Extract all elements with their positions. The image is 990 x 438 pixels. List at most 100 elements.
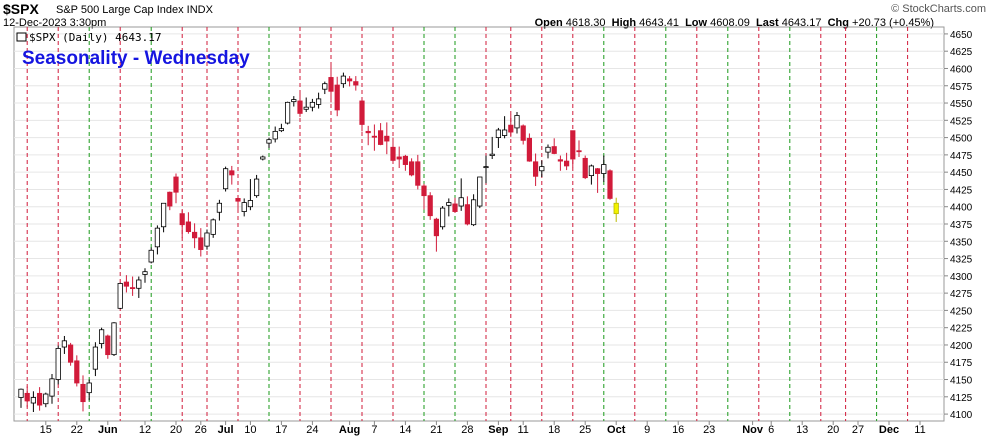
candle-body (371, 135, 378, 138)
ohlc-readout: Open 4618.30 High 4643.41 Low 4608.09 La… (535, 17, 934, 29)
candle-body (185, 221, 191, 233)
x-tick-label: 28 (461, 424, 473, 436)
candle-body (582, 157, 588, 179)
candle-body (514, 115, 520, 129)
open-label: Open (534, 17, 563, 29)
candle-body (198, 237, 204, 250)
y-tick-label: 4375 (950, 220, 973, 231)
last-value: 4643.17 (781, 17, 822, 29)
candle-body (322, 83, 328, 90)
x-tick-label: 26 (195, 424, 207, 436)
candle-body (377, 130, 384, 145)
candle-body (253, 178, 260, 197)
x-tick-label: 6 (768, 424, 774, 436)
y-tick-label: 4350 (950, 237, 973, 248)
price-axis: 4100 4125 4150 4175 4200 4225 4250 4275 4300 4325… (944, 30, 973, 421)
candle-body (18, 388, 24, 398)
candle-body (408, 161, 415, 176)
y-tick-label: 4100 (950, 410, 973, 421)
x-tick-label: Dec (879, 424, 899, 436)
candle-body (446, 202, 452, 206)
candle-body (309, 101, 316, 108)
candle-body (508, 124, 514, 133)
candle-body (30, 397, 37, 404)
y-tick-label: 4550 (950, 99, 973, 110)
candle-body (49, 378, 55, 397)
x-tick-label: Oct (607, 424, 626, 436)
candle-body (291, 99, 297, 103)
candle-body (477, 176, 483, 207)
candle-body (564, 160, 570, 167)
candle-body (607, 170, 613, 199)
candle-body (241, 202, 247, 212)
candle-body (80, 383, 86, 403)
candle-body (359, 100, 365, 125)
candle-body (216, 202, 222, 213)
x-tick-label: 25 (579, 424, 591, 436)
candle-body (384, 135, 390, 142)
candle-body (167, 191, 173, 207)
x-tick-label: 24 (306, 424, 318, 436)
candle-body (613, 202, 619, 215)
candle-body (148, 249, 154, 263)
x-tick-label: 17 (275, 424, 287, 436)
candle-body (117, 283, 123, 309)
date-axis: 15 22 Jun 12 20 26 Jul 10 17 24 Aug 7 14 21 28 Sep 11 18 2… (40, 421, 926, 436)
candle-body (136, 279, 142, 289)
candle-body (595, 168, 601, 174)
wednesday-markers (26, 27, 909, 421)
high-label: High (611, 17, 637, 29)
candle-body (191, 231, 198, 239)
candle-body (520, 125, 526, 141)
x-tick-label: 16 (672, 424, 684, 436)
y-tick-label: 4150 (950, 376, 973, 387)
x-tick-label: 23 (703, 424, 715, 436)
legend-label: $SPX (Daily) 4643.17 (29, 31, 161, 44)
candle-body (92, 346, 98, 370)
candle-body (402, 155, 409, 165)
y-tick-label: 4625 (950, 47, 973, 58)
price-gridlines (14, 33, 944, 415)
y-tick-label: 4200 (950, 341, 973, 352)
candle-body (86, 382, 92, 394)
candle-body (266, 139, 272, 144)
x-tick-label: 21 (430, 424, 442, 436)
candle-body (433, 218, 440, 237)
candle-body (439, 207, 446, 228)
y-tick-label: 4450 (950, 168, 973, 179)
x-tick-label: Nov (742, 424, 764, 436)
candle-body (99, 329, 105, 344)
candle-body (427, 195, 433, 217)
y-tick-label: 4575 (950, 82, 973, 93)
change-label: Chg (827, 17, 849, 29)
legend-swatch (16, 32, 27, 42)
brand-watermark: © StockCharts.com (891, 3, 986, 15)
candle-body (557, 159, 564, 162)
candle-body (539, 166, 545, 172)
change-value: +20.73 (+0.45%) (852, 17, 934, 29)
candle-body (68, 344, 74, 363)
security-name: S&P 500 Large Cap Index INDX (56, 4, 213, 16)
candle-body (204, 232, 210, 247)
candle-body (588, 165, 595, 177)
x-tick-label: 11 (517, 424, 528, 436)
y-tick-label: 4425 (950, 185, 973, 196)
candle-body (74, 360, 80, 384)
candle-body (37, 392, 43, 406)
candle-body (452, 203, 458, 212)
candle-body (415, 161, 421, 186)
candle-body (55, 348, 61, 380)
candle-body (545, 146, 551, 153)
candle-body (353, 81, 359, 86)
candle-body (105, 335, 111, 356)
candle-body (222, 168, 229, 190)
candle-body (489, 153, 495, 156)
candle-body (111, 322, 117, 356)
candle-body (390, 146, 396, 161)
candle-body (464, 204, 471, 225)
low-label: Low (685, 17, 708, 29)
candle-body (123, 281, 129, 287)
quote-date: 12-Dec-2023 3:30pm (3, 17, 107, 29)
chart-title: Seasonality - Wednesday (22, 48, 250, 69)
